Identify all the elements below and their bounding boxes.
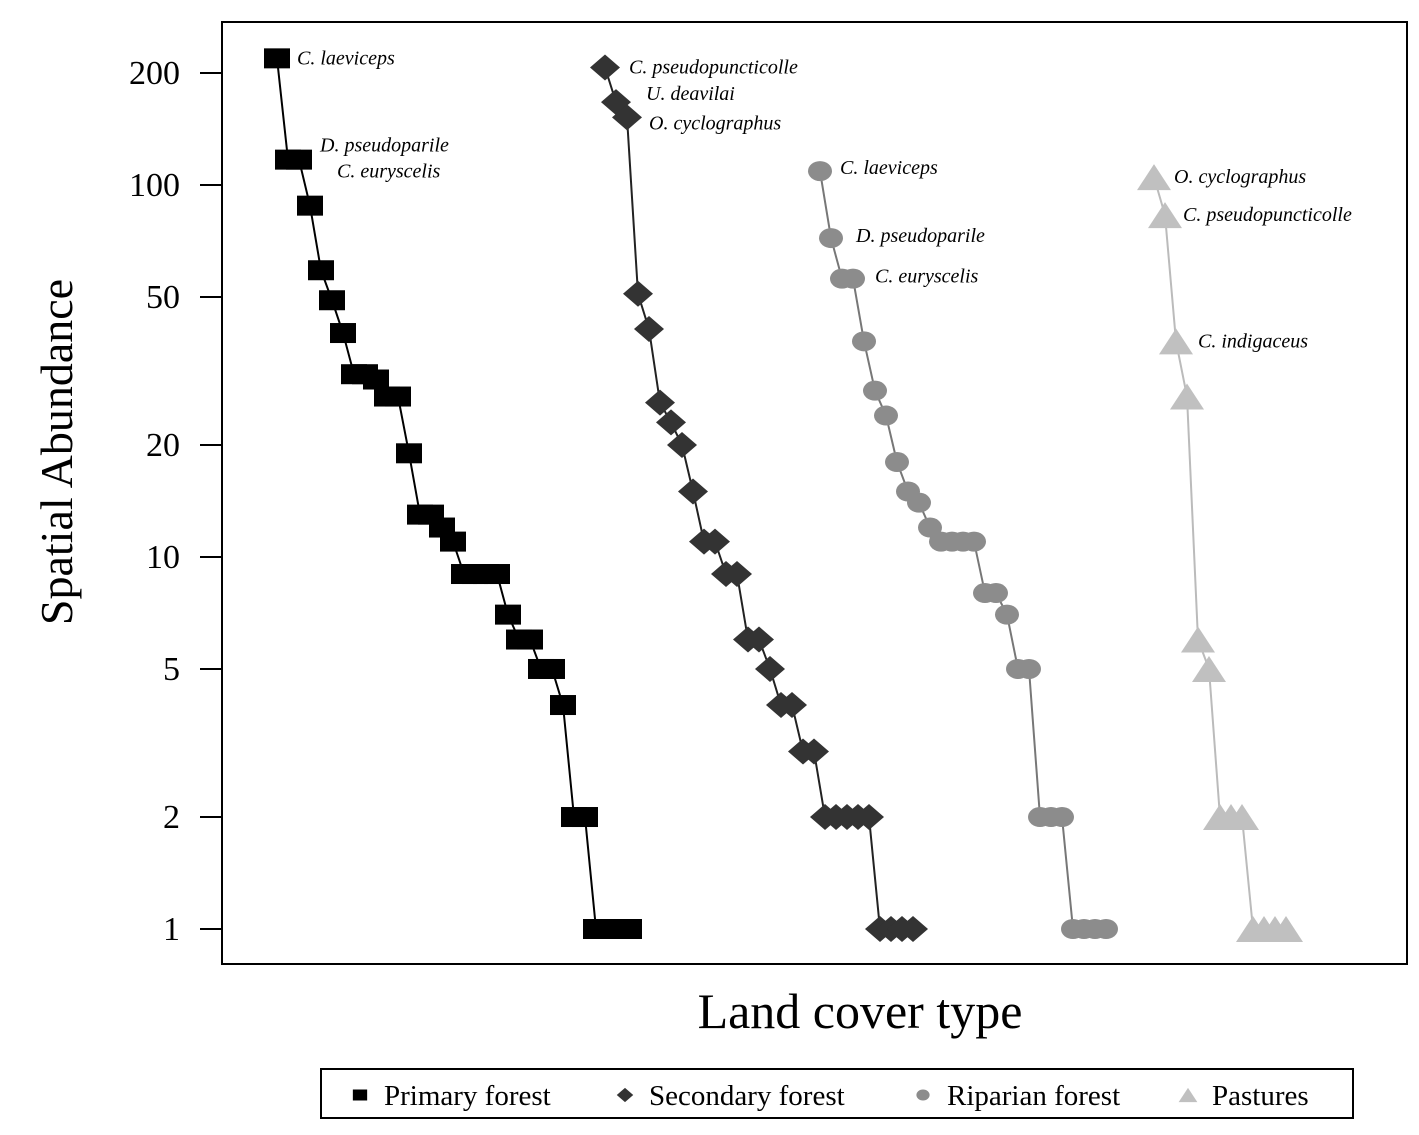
data-point <box>484 564 510 585</box>
data-point <box>1192 655 1226 682</box>
series-pastures: O. cyclographus C. pseudopuncticolle C. in… <box>1137 164 1352 942</box>
data-point <box>286 149 312 170</box>
point-annotation: C. laeviceps <box>840 157 938 179</box>
data-point <box>854 804 884 831</box>
series-riparian-forest: C. laeviceps D. pseudoparile C. euryscelis <box>808 157 1118 939</box>
data-point <box>808 161 832 182</box>
data-point <box>634 316 664 343</box>
y-tick-label: 50 <box>146 279 180 316</box>
x-axis-label: Land cover type <box>698 983 1023 1039</box>
point-annotation: D. pseudoparile <box>855 225 985 247</box>
data-point <box>297 195 323 216</box>
data-point <box>722 561 752 588</box>
legend-frame <box>320 1068 1354 1119</box>
data-point <box>550 695 576 716</box>
data-point <box>1094 919 1118 939</box>
legend: Primary forest Secondary forest Riparian f… <box>320 1068 1354 1119</box>
data-point <box>984 583 1008 604</box>
point-annotation: C. pseudopuncticolle <box>1183 204 1352 226</box>
data-point <box>841 268 865 289</box>
series-line <box>276 58 629 930</box>
data-point <box>667 432 697 459</box>
data-point <box>863 380 887 401</box>
data-point <box>1225 804 1259 831</box>
data-point <box>656 409 686 436</box>
data-point <box>898 916 928 942</box>
data-point <box>799 738 829 765</box>
y-tick-label: 1 <box>163 911 180 948</box>
data-point <box>1170 383 1204 410</box>
legend-label: Primary forest <box>384 1080 551 1112</box>
series-layer: C. laeviceps D. pseudoparile C. euryscelis… <box>264 47 1352 942</box>
point-annotation: C. pseudopuncticolle <box>629 56 798 78</box>
data-point <box>363 369 389 390</box>
data-point <box>264 48 290 69</box>
data-point <box>308 260 334 281</box>
data-point <box>319 290 345 311</box>
legend-marker <box>916 1089 930 1101</box>
data-point <box>962 531 986 552</box>
legend-marker <box>1178 1087 1198 1103</box>
data-point <box>590 54 620 81</box>
data-point <box>819 228 843 249</box>
y-tick-label: 2 <box>163 799 180 836</box>
data-point <box>678 478 708 505</box>
data-point <box>852 331 876 352</box>
plot-frame <box>221 21 1408 965</box>
y-tick-label: 5 <box>163 651 180 688</box>
data-point <box>1050 807 1074 828</box>
legend-label: Secondary forest <box>649 1080 845 1112</box>
data-point <box>1181 626 1215 653</box>
point-annotation: C. euryscelis <box>337 161 441 183</box>
data-point <box>907 492 931 513</box>
data-point <box>385 386 411 407</box>
legend-marker <box>352 1089 368 1101</box>
data-point <box>995 604 1019 625</box>
data-point <box>612 104 642 131</box>
data-point <box>645 389 675 416</box>
series-line <box>604 67 913 930</box>
data-point <box>1148 202 1182 229</box>
series-primary-forest: C. laeviceps D. pseudoparile C. euryscelis <box>264 47 642 939</box>
data-point <box>330 323 356 344</box>
data-point <box>517 629 543 650</box>
point-annotation: C. laeviceps <box>297 47 395 69</box>
data-point <box>700 528 730 555</box>
legend-label: Riparian forest <box>947 1080 1120 1112</box>
data-point <box>623 280 653 307</box>
point-annotation: O. cyclographus <box>1174 166 1306 188</box>
data-point <box>777 692 807 719</box>
legend-marker <box>616 1087 634 1103</box>
y-tick-label: 10 <box>146 539 180 576</box>
y-axis-label: Spatial Abundance <box>31 279 82 625</box>
point-annotation: C. euryscelis <box>875 266 979 288</box>
y-axis: 1 2 5 10 20 50 100 200 <box>129 55 222 948</box>
data-point <box>1159 328 1193 355</box>
data-point <box>1137 164 1171 191</box>
legend-label: Pastures <box>1212 1080 1309 1112</box>
data-point <box>885 452 909 473</box>
point-annotation: O. cyclographus <box>649 112 781 134</box>
y-tick-label: 100 <box>129 167 180 204</box>
data-point <box>744 626 774 653</box>
data-point <box>495 604 521 625</box>
point-annotation: D. pseudoparile <box>319 135 449 157</box>
data-point <box>755 655 785 682</box>
y-tick-label: 20 <box>146 427 180 464</box>
data-point <box>396 443 422 464</box>
data-point <box>440 531 466 552</box>
data-point <box>572 807 598 828</box>
data-point <box>1269 916 1303 942</box>
data-point <box>1017 658 1041 679</box>
series-secondary-forest: C. pseudopuncticolle U. deavilai O. cyclog… <box>590 54 928 942</box>
data-point <box>616 919 642 939</box>
point-annotation: C. indigaceus <box>1198 330 1308 352</box>
data-point <box>874 405 898 426</box>
y-tick-label: 200 <box>129 55 180 92</box>
point-annotation: U. deavilai <box>646 83 735 105</box>
data-point <box>539 658 565 679</box>
